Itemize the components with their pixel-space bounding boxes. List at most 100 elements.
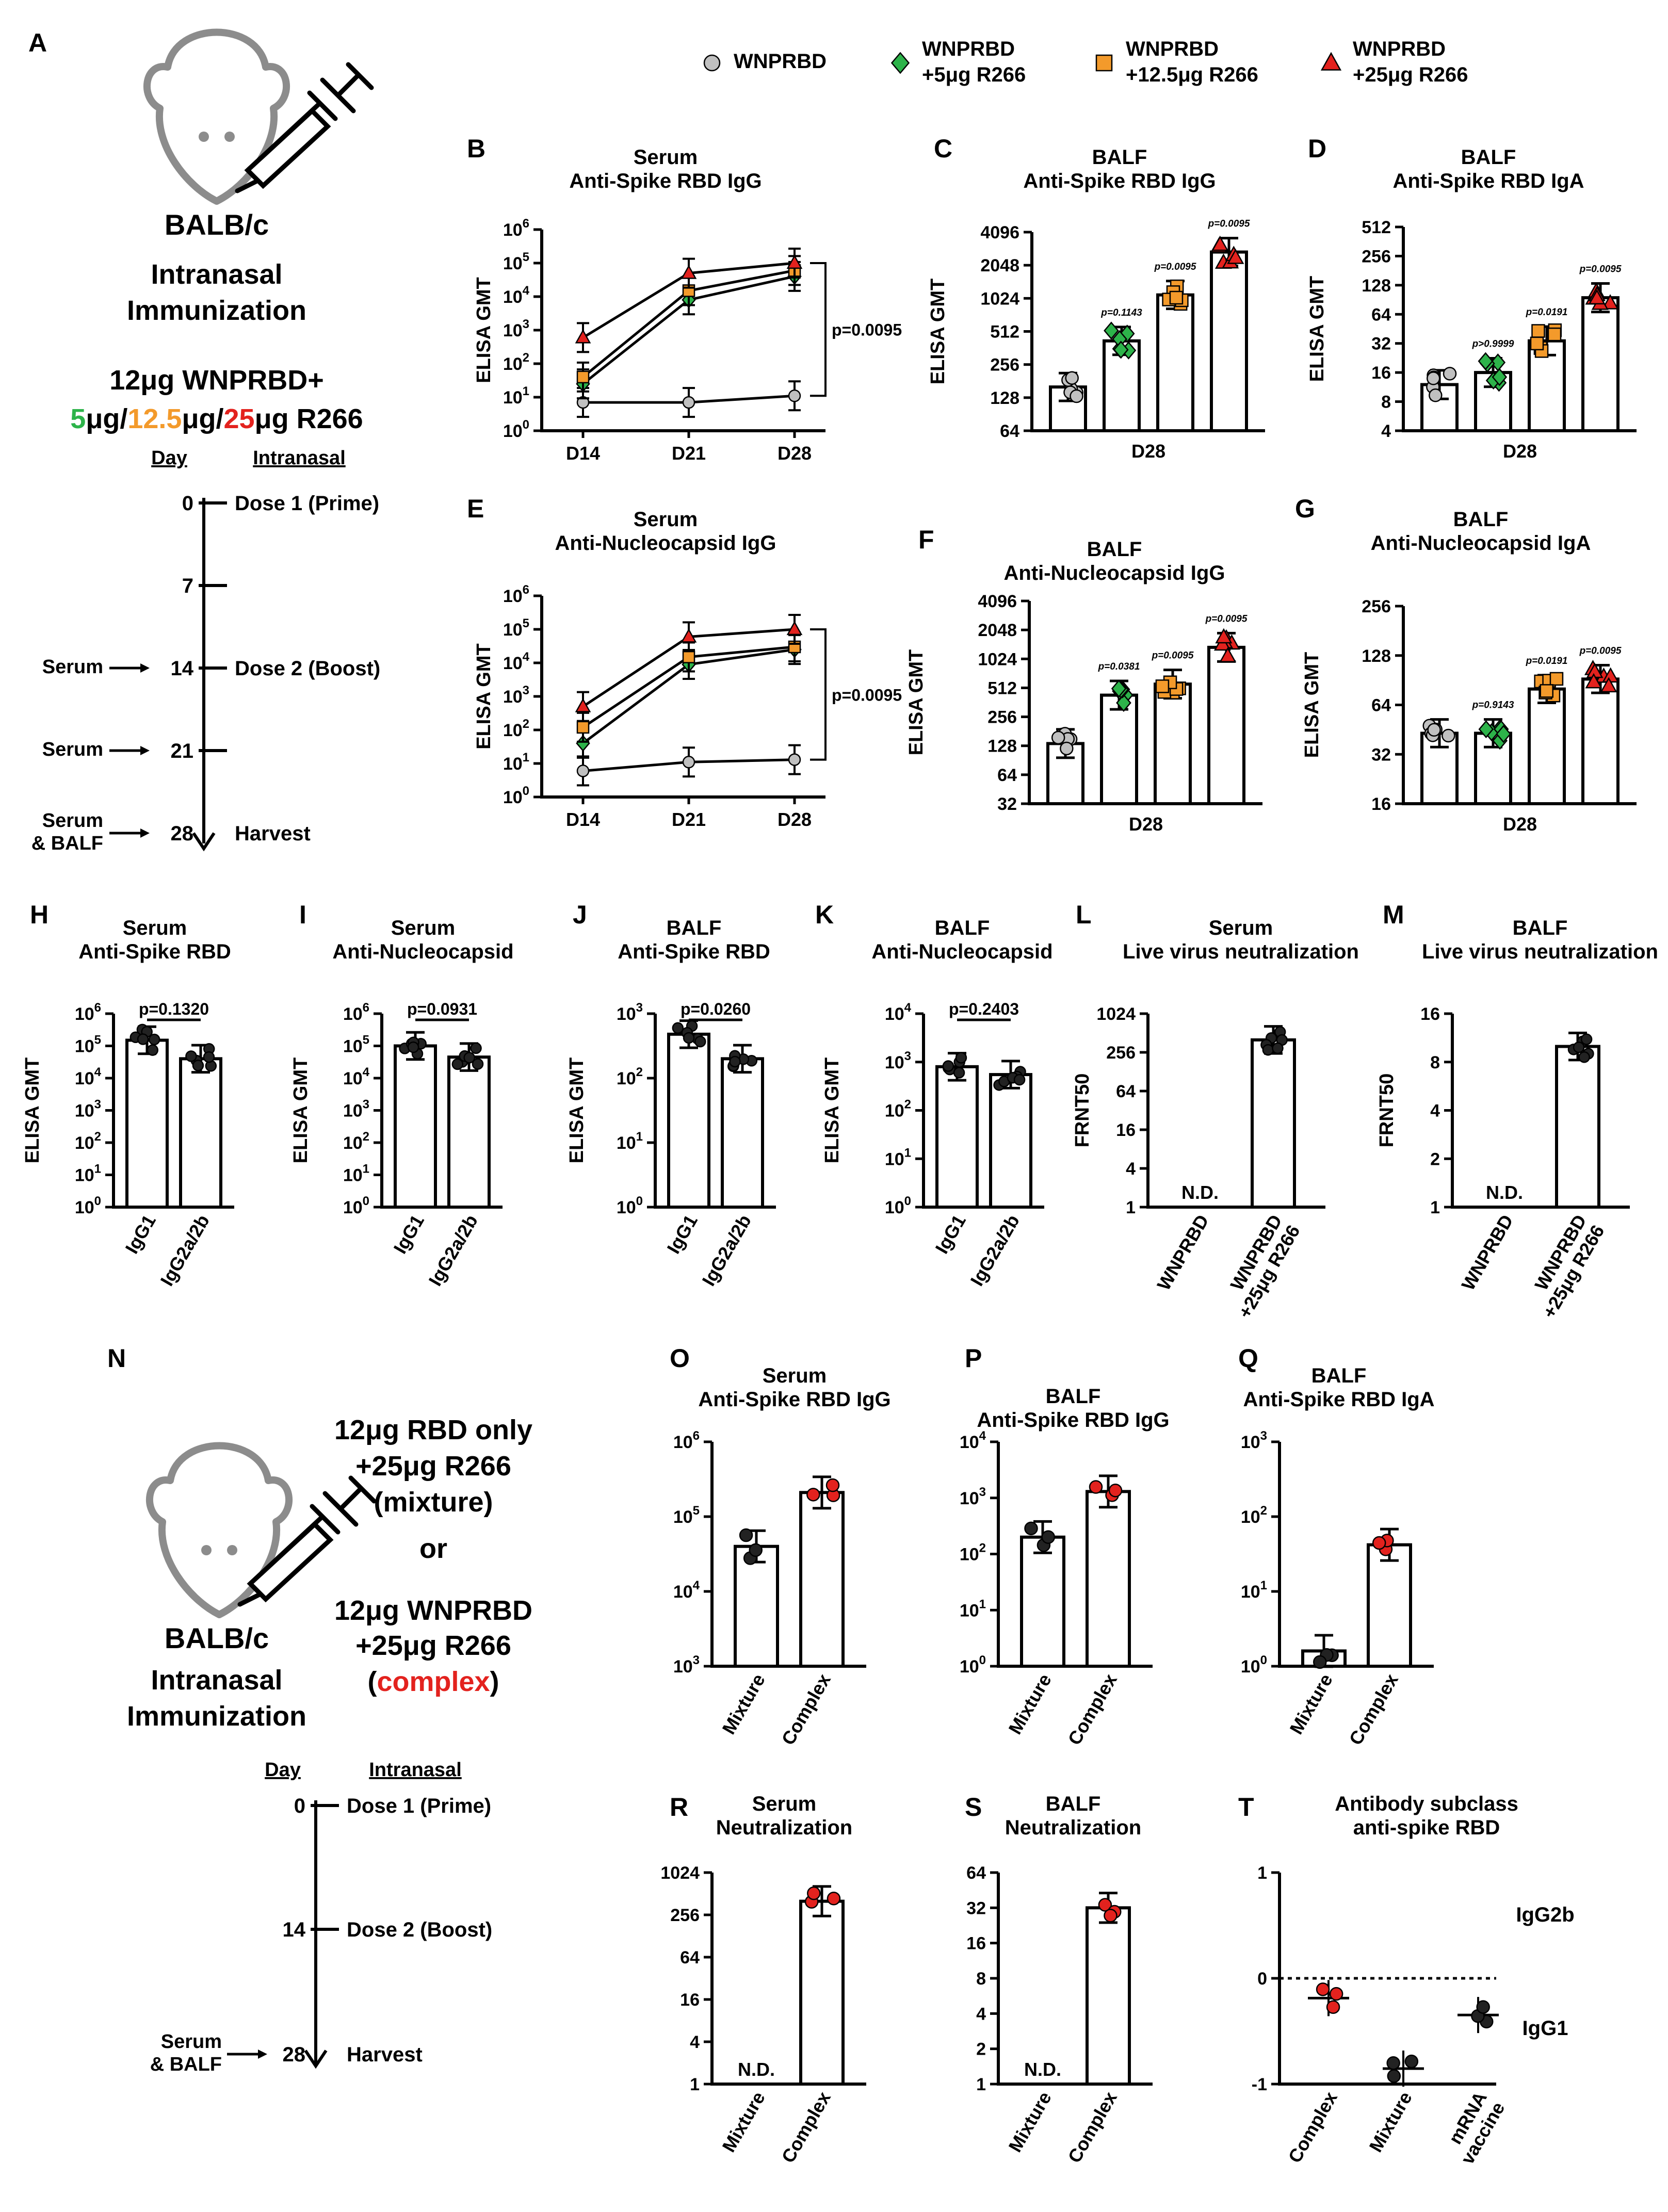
legend-label: WNPRBD — [1126, 38, 1219, 60]
chart-title-line1: BALF — [1046, 1385, 1101, 1408]
bar — [1581, 296, 1620, 432]
bar — [1154, 682, 1192, 806]
y-tick-label: 101 — [885, 1146, 911, 1169]
x-category-label: IgG2a/2b — [424, 1211, 482, 1290]
y-tick-label: 105 — [673, 1504, 700, 1527]
bar — [447, 1055, 491, 1209]
data-point — [148, 1033, 160, 1046]
x-category-label: IgG1 — [931, 1211, 970, 1258]
y-tick-label: 105 — [75, 1033, 101, 1056]
bracket-p-value: p=0.2403 — [949, 1000, 1019, 1018]
y-tick-label: 32 — [997, 794, 1017, 814]
data-point — [682, 396, 695, 409]
panel-label: O — [670, 1344, 690, 1373]
x-tick-label: D21 — [672, 443, 706, 464]
dose-line2: 5μg/12.5μg/25μg R266 — [70, 403, 363, 434]
data-point — [1326, 2000, 1340, 2014]
y-tick-label: 1024 — [980, 289, 1019, 308]
data-point — [1580, 1033, 1593, 1045]
chart-title-line2: Anti-Nucleocapsid — [871, 940, 1052, 963]
timeline-day: 0 — [182, 492, 193, 515]
p-value-label: p=0.9143 — [1472, 700, 1514, 711]
legend-marker — [1320, 52, 1342, 71]
panel-label: S — [965, 1793, 982, 1821]
y-tick-label: 512 — [987, 678, 1017, 698]
bar — [1156, 293, 1194, 432]
nd-label: N.D. — [1486, 1182, 1523, 1203]
data-point — [1169, 290, 1184, 305]
y-tick-label: 64 — [966, 1863, 986, 1883]
day-header: Day — [265, 1759, 301, 1781]
data-point — [788, 389, 801, 402]
y-tick-label: 256 — [990, 355, 1019, 375]
y-tick-label: 1 — [1257, 1863, 1267, 1883]
timeline-event: Dose 2 (Boost) — [235, 657, 380, 680]
nd-label: N.D. — [1024, 2059, 1061, 2080]
timeline-day: 14 — [283, 1918, 306, 1941]
timeline-day: 7 — [182, 575, 193, 597]
y-tick-label: 104 — [343, 1065, 370, 1088]
legend-marker — [703, 54, 721, 72]
y-tick-label: 106 — [503, 217, 529, 240]
route-header: Intranasal — [369, 1759, 462, 1781]
y-tick-label: 64 — [680, 1948, 700, 1967]
y-tick-label: 128 — [990, 388, 1019, 408]
data-point — [1089, 1480, 1103, 1494]
y-tick-label: 100 — [1241, 1653, 1267, 1677]
data-point — [955, 1052, 967, 1064]
bar — [799, 1491, 845, 1668]
bar — [394, 1044, 437, 1209]
timeline-event: Harvest — [235, 822, 311, 845]
chart-title-line1: BALF — [1453, 508, 1509, 531]
x-category-label: Complex — [777, 2088, 835, 2167]
chart-title-line1: BALF — [1461, 146, 1516, 169]
bracket-p-value: p=0.0095 — [832, 321, 902, 339]
x-axis-label: D28 — [1503, 814, 1537, 835]
data-point — [1496, 725, 1512, 743]
y-tick-label: 101 — [503, 751, 529, 774]
bar — [1528, 687, 1566, 806]
data-point — [807, 1886, 821, 1900]
x-category-label: Mixture — [1285, 1670, 1337, 1738]
timeline-event: Harvest — [347, 2043, 423, 2066]
y-tick-label: 103 — [1241, 1429, 1267, 1452]
chart-title-line2: Anti-Nucleocapsid IgG — [1004, 562, 1225, 584]
panel-label: K — [815, 900, 834, 929]
timeline-event: Dose 1 (Prime) — [347, 1795, 491, 1817]
legend-marker — [890, 52, 910, 74]
x-axis-label: D28 — [1503, 441, 1537, 462]
option2-line3: (complex) — [367, 1666, 499, 1697]
panel-label: M — [1383, 900, 1404, 929]
timeline-event: Dose 2 (Boost) — [347, 1918, 492, 1941]
timeline-event: Dose 1 (Prime) — [235, 492, 379, 515]
y-tick-label: 256 — [1106, 1043, 1136, 1063]
data-point — [1426, 371, 1440, 385]
data-point — [1227, 249, 1244, 264]
region-label-upper: IgG2b — [1516, 1904, 1574, 1926]
x-category-label: WNPRBD+25μg R266 — [1520, 1211, 1609, 1322]
option2-line2: +25μg R266 — [355, 1630, 511, 1661]
y-tick-label: 1 — [1430, 1198, 1440, 1217]
bar — [1020, 1535, 1065, 1668]
timeline-sample: Serum — [42, 810, 103, 832]
data-point — [1262, 1044, 1274, 1056]
y-tick-label: 101 — [617, 1130, 643, 1153]
data-point — [1104, 321, 1119, 340]
x-category-label: WNPRBD+25μg R266 — [1216, 1211, 1304, 1322]
y-tick-label: 102 — [960, 1541, 986, 1565]
significance-bracket — [810, 628, 827, 761]
chart-title-line1: BALF — [1092, 146, 1147, 169]
y-tick-label: 100 — [75, 1194, 101, 1217]
x-category-label: IgG2a/2b — [966, 1211, 1024, 1290]
y-axis-label: ELISA GMT — [1306, 276, 1328, 382]
chart-title-line1: Serum — [763, 1364, 827, 1387]
data-point — [1443, 367, 1457, 381]
